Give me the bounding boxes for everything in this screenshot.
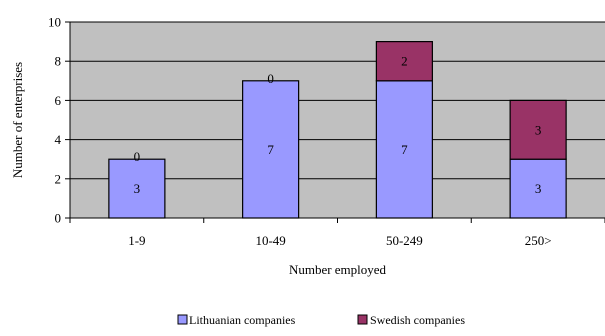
data-label: 2 (401, 54, 408, 69)
legend-label-swedish: Swedish companies (370, 313, 465, 327)
axes (65, 21, 605, 223)
legend-label-lithuanian: Lithuanian companies (189, 313, 296, 327)
bar-lithuanian (242, 80, 300, 219)
data-label: 7 (401, 142, 408, 157)
x-tick-label: 10-49 (255, 233, 285, 248)
y-tick-labels: 0 2 4 6 8 10 (48, 15, 62, 226)
y-tick-label: 0 (55, 211, 62, 226)
bar-lithuanian (108, 158, 166, 219)
bars (108, 40, 567, 219)
bar-swedish (509, 99, 567, 160)
legend-swatch-lithuanian (177, 314, 188, 325)
y-tick-label: 10 (48, 15, 61, 30)
data-label: 3 (134, 181, 141, 196)
x-axis-title: Number employed (289, 262, 387, 277)
legend: Lithuanian companies Swedish companies (177, 313, 465, 327)
data-label: 3 (535, 181, 542, 196)
y-tick-label: 4 (55, 132, 62, 147)
bar-lithuanian (375, 80, 433, 219)
data-label: 0 (267, 71, 274, 86)
y-tick-label: 8 (55, 54, 62, 69)
bar-swedish (375, 40, 433, 82)
legend-swatch-swedish (357, 314, 368, 325)
data-labels: 3 0 7 0 7 2 3 3 (134, 54, 542, 196)
data-label: 0 (134, 149, 141, 164)
x-tick-labels: 1-9 10-49 50-249 250> (128, 233, 551, 248)
x-tick-label: 50-249 (386, 233, 423, 248)
x-tick-label: 250> (525, 233, 552, 248)
x-tick-label: 1-9 (128, 233, 145, 248)
y-tick-label: 6 (55, 93, 62, 108)
bar-lithuanian (509, 158, 567, 219)
data-label: 7 (267, 142, 274, 157)
y-tick-label: 2 (55, 171, 62, 186)
y-axis-title: Number of enterprises (10, 62, 25, 178)
data-label: 3 (535, 122, 542, 137)
